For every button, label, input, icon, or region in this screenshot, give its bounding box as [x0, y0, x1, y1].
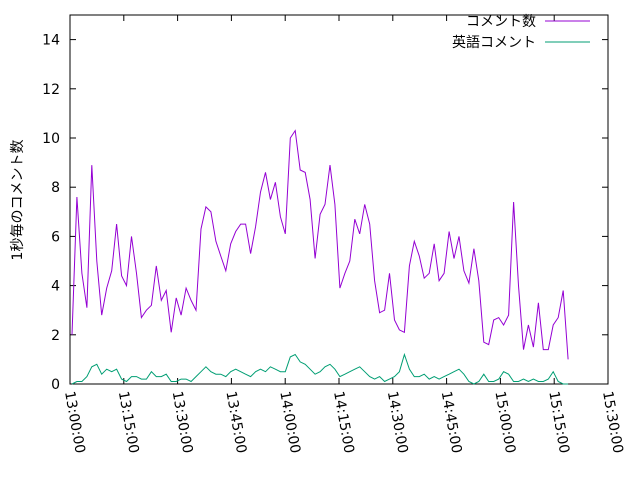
x-tick-label: 15:15:00 — [545, 390, 572, 455]
y-tick-label: 6 — [51, 229, 60, 245]
series-line — [71, 352, 569, 385]
y-tick-label: 2 — [51, 328, 60, 344]
x-tick-label: 13:00:00 — [61, 390, 88, 455]
series-line — [71, 129, 569, 360]
x-tick-label: 14:00:00 — [276, 390, 303, 455]
x-tick-label: 13:30:00 — [169, 390, 196, 455]
y-axis-label: 1秒毎のコメント数 — [10, 140, 26, 261]
x-tick-label: 14:15:00 — [330, 390, 357, 455]
y-tick-label: 8 — [51, 180, 60, 196]
x-tick-label: 13:45:00 — [222, 390, 249, 455]
x-tick-label: 15:00:00 — [491, 390, 518, 455]
y-tick-label: 0 — [51, 377, 60, 393]
legend-label: コメント数 — [466, 14, 536, 30]
y-tick-label: 14 — [42, 33, 60, 49]
y-tick-label: 12 — [42, 82, 60, 98]
x-tick-label: 14:30:00 — [384, 390, 411, 455]
x-tick-label: 15:30:00 — [599, 390, 626, 455]
x-tick-label: 14:45:00 — [438, 390, 465, 455]
y-tick-label: 4 — [51, 279, 60, 295]
y-tick-label: 10 — [42, 131, 60, 147]
legend-label: 英語コメント — [452, 34, 536, 51]
x-tick-label: 13:15:00 — [115, 390, 142, 455]
